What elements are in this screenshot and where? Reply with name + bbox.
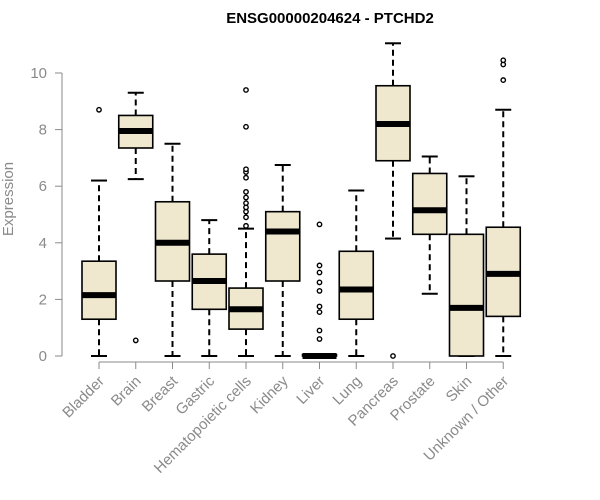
- chart-title: ENSG00000204624 - PTCHD2: [226, 10, 434, 27]
- outlier-point: [243, 166, 249, 173]
- box-3: [191, 219, 228, 357]
- y-tick-label: 2: [39, 291, 47, 308]
- y-tick-label: 4: [39, 235, 47, 252]
- x-tick-label: Bladder: [59, 373, 108, 422]
- outlier-point: [243, 194, 249, 201]
- y-tick-label: 10: [30, 65, 47, 82]
- outlier-point: [243, 214, 249, 221]
- box-body: [448, 233, 485, 357]
- box-4: [228, 87, 264, 357]
- box-0: [81, 106, 117, 357]
- outlier-point: [316, 221, 323, 228]
- box-2: [154, 142, 191, 357]
- outlier-point: [243, 87, 249, 93]
- box-7: [338, 189, 375, 357]
- outlier-point: [316, 336, 323, 342]
- outlier-point: [243, 188, 249, 195]
- outlier-point: [500, 77, 507, 83]
- outlier-point: [316, 262, 323, 269]
- outlier-point: [132, 337, 139, 344]
- box-8: [375, 42, 411, 359]
- box-body: [338, 250, 375, 321]
- outlier-point: [243, 123, 249, 130]
- outlier-point: [500, 57, 507, 64]
- outlier-point: [243, 174, 249, 181]
- x-tick-label: Skin: [443, 373, 476, 406]
- y-tick-label: 6: [39, 178, 47, 195]
- outlier-point: [316, 279, 323, 286]
- box-body: [81, 260, 117, 321]
- y-tick-label: 8: [39, 122, 47, 139]
- outlier-point: [316, 303, 323, 310]
- box-series: [81, 42, 522, 359]
- box-10: [448, 175, 485, 357]
- outlier-point: [96, 106, 102, 113]
- box-1: [117, 91, 154, 344]
- outlier-point: [316, 327, 323, 334]
- outlier-point: [243, 200, 249, 207]
- outlier-point: [316, 269, 323, 276]
- box-body: [264, 210, 301, 282]
- x-tick-label: Kidney: [247, 372, 292, 417]
- outlier-point: [390, 353, 396, 359]
- outlier-point: [316, 309, 323, 316]
- box-5: [264, 163, 301, 357]
- box-6: [301, 221, 338, 359]
- x-tick-label: Liver: [293, 373, 328, 408]
- y-tick-label: 0: [39, 348, 47, 365]
- box-body: [411, 172, 448, 236]
- outlier-point: [316, 288, 323, 294]
- box-11: [485, 57, 522, 357]
- y-axis: 0 2 4 6 8 10: [30, 65, 63, 365]
- outlier-point: [243, 222, 249, 229]
- box-9: [411, 155, 448, 295]
- y-axis-label: Expression: [0, 162, 17, 236]
